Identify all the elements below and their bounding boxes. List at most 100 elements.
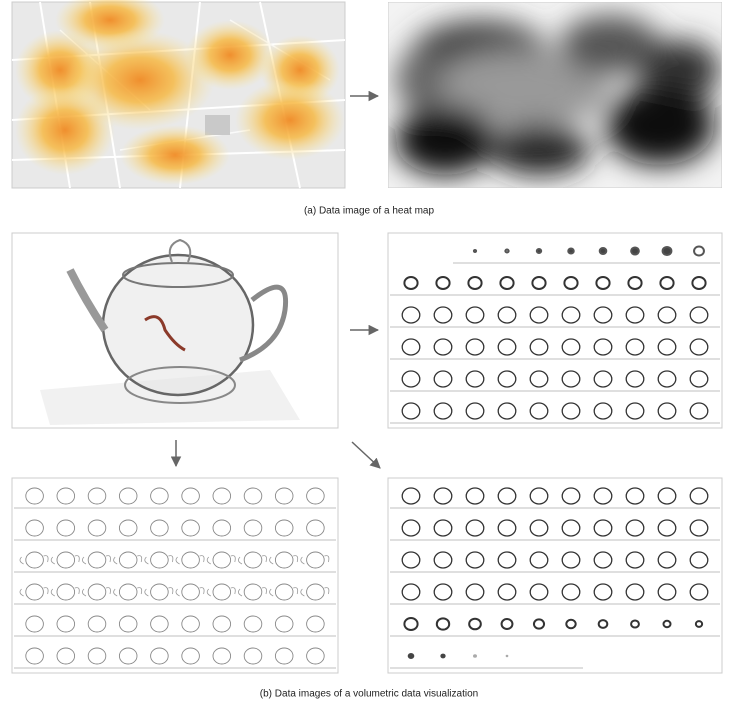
slice [593,306,613,324]
slice [433,487,453,505]
slice [118,647,138,665]
slice [401,487,421,505]
slice [465,487,485,505]
slice [689,519,709,537]
slice [433,583,453,601]
slice [401,338,421,356]
slice [625,306,645,324]
slice [407,653,415,659]
slice [306,551,325,569]
slice [499,276,515,290]
slice [689,583,709,601]
slice [403,276,419,290]
slice [56,551,76,569]
heat-map-image [11,0,346,189]
slice-detail [238,555,267,565]
slice [657,583,677,601]
slice [118,615,138,633]
slice [465,519,485,537]
slice [689,370,709,388]
slice [689,338,709,356]
slice [465,583,485,601]
slice [598,247,608,255]
slice [657,306,677,324]
slice-detail [269,587,299,597]
slice-detail [82,555,111,565]
slice [531,276,547,290]
slice-detail [300,587,330,597]
slice [630,246,640,256]
slice-grid [387,477,723,674]
slice [433,551,453,569]
slice [465,338,485,356]
slice [274,583,294,601]
slice [497,519,517,537]
slice [243,615,263,633]
slice [401,583,421,601]
slice [497,551,517,569]
arrow [351,441,381,469]
slice [625,519,645,537]
slice [593,370,613,388]
slice-detail [19,587,49,597]
slice [25,583,44,601]
slice [25,487,44,505]
slice [593,487,613,505]
slice [25,519,44,537]
slice [306,583,325,601]
slice [691,276,707,290]
slice [150,487,169,505]
slice [529,306,549,324]
slice [657,402,677,420]
slice [306,519,325,537]
slice-detail [50,587,80,597]
slice [150,615,169,633]
slice [465,370,485,388]
slice [306,615,325,633]
slice [433,306,453,324]
slice [306,647,325,665]
slice [657,551,677,569]
slice [497,487,517,505]
slice [150,551,169,569]
slice [472,249,478,253]
slice [181,615,200,633]
slice [87,647,107,665]
slice [212,647,232,665]
slice [87,583,107,601]
slice [243,519,263,537]
slice [657,370,677,388]
slice [529,402,549,420]
slice [274,551,294,569]
slice [87,487,107,505]
slice [212,551,232,569]
slice [625,487,645,505]
slice [306,487,325,505]
slice [630,619,640,629]
slice [25,615,44,633]
slice [118,519,138,537]
slice [561,519,581,537]
slice [181,519,200,537]
slice-detail [206,555,236,565]
slice [593,551,613,569]
slice-detail [300,555,330,565]
slice [56,487,76,505]
slice [465,551,485,569]
slice [181,551,200,569]
slice [468,617,482,631]
slice [689,487,709,505]
slice [625,370,645,388]
slice [25,551,44,569]
slice [118,487,138,505]
caption: (b) Data images of a volumetric data vis… [260,689,478,700]
slice [243,583,263,601]
slice [694,620,704,628]
slice [529,519,549,537]
slice [657,487,677,505]
slice [689,551,709,569]
slice [401,370,421,388]
slice [401,519,421,537]
slice-detail [144,555,174,565]
